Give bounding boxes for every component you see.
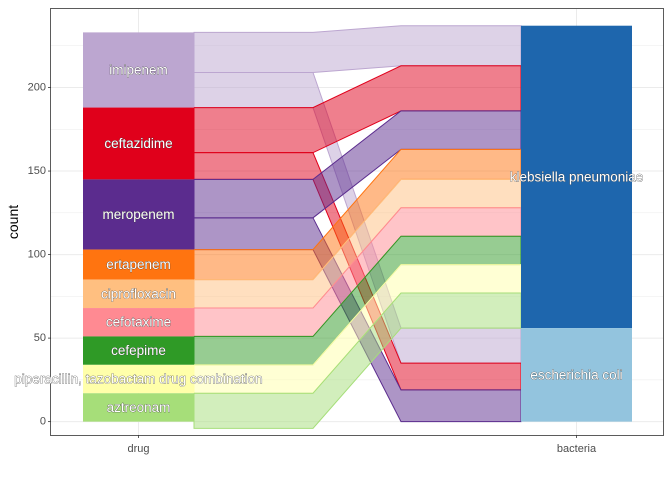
drug-stratum-label-cefotaxime: cefotaxime	[106, 315, 171, 330]
drug-stratum-ertapenem	[83, 249, 194, 280]
drug-stratum-label-cefepime: cefepime	[111, 343, 166, 358]
flows	[193, 25, 522, 429]
bacteria-stratum-label-escherichia-coli: escherichia coli	[530, 367, 622, 382]
y-tick-label: 200	[28, 82, 46, 94]
x-tick-label-bacteria: bacteria	[557, 443, 597, 455]
axes: 0 50 100 150 200 drug bacteria	[28, 82, 597, 455]
stratum-labels: imipenem ceftazidime meropenem ertapenem cip…	[14, 62, 644, 415]
drug-stratum-imipenem	[83, 32, 194, 108]
drug-stratum-label-ertapenem: ertapenem	[106, 257, 171, 272]
drug-stratum-meropenem	[83, 179, 194, 250]
bacteria-stratum-klebsiella-pneumoniae	[521, 25, 632, 329]
drug-stratum-cefepime	[83, 336, 194, 365]
drug-stratum-label-piperacillin-tazobactam-drug-combination: piperacillin, tazobactam drug combinatio…	[14, 372, 262, 387]
x-tick-label-drug: drug	[127, 443, 149, 455]
drug-stratum-aztreonam	[83, 393, 194, 422]
y-tick-label: 50	[34, 332, 46, 344]
drug-stratum-cefotaxime	[83, 308, 194, 337]
bacteria-stratum-label-klebsiella-pneumoniae: klebsiella pneumoniae	[510, 169, 644, 184]
drug-stratum-label-meropenem: meropenem	[102, 207, 174, 222]
bacteria-stratum-escherichia-coli	[521, 328, 632, 422]
drug-stratum-label-ciprofloxacin: ciprofloxacin	[101, 286, 176, 301]
drug-stratum-label-aztreonam: aztreonam	[107, 400, 171, 415]
y-tick-label: 0	[40, 416, 46, 428]
drug-stratum-label-imipenem: imipenem	[109, 62, 168, 77]
y-tick-label: 150	[28, 165, 46, 177]
strata	[83, 25, 632, 422]
drug-stratum-ceftazidime	[83, 107, 194, 180]
drug-stratum-label-ceftazidime: ceftazidime	[104, 136, 172, 151]
drug-stratum-ciprofloxacin	[83, 279, 194, 309]
drug-stratum-piperacillin-tazobactam-drug-combination	[83, 364, 194, 394]
y-tick-label: 100	[28, 249, 46, 261]
y-axis-title: count	[5, 205, 21, 239]
